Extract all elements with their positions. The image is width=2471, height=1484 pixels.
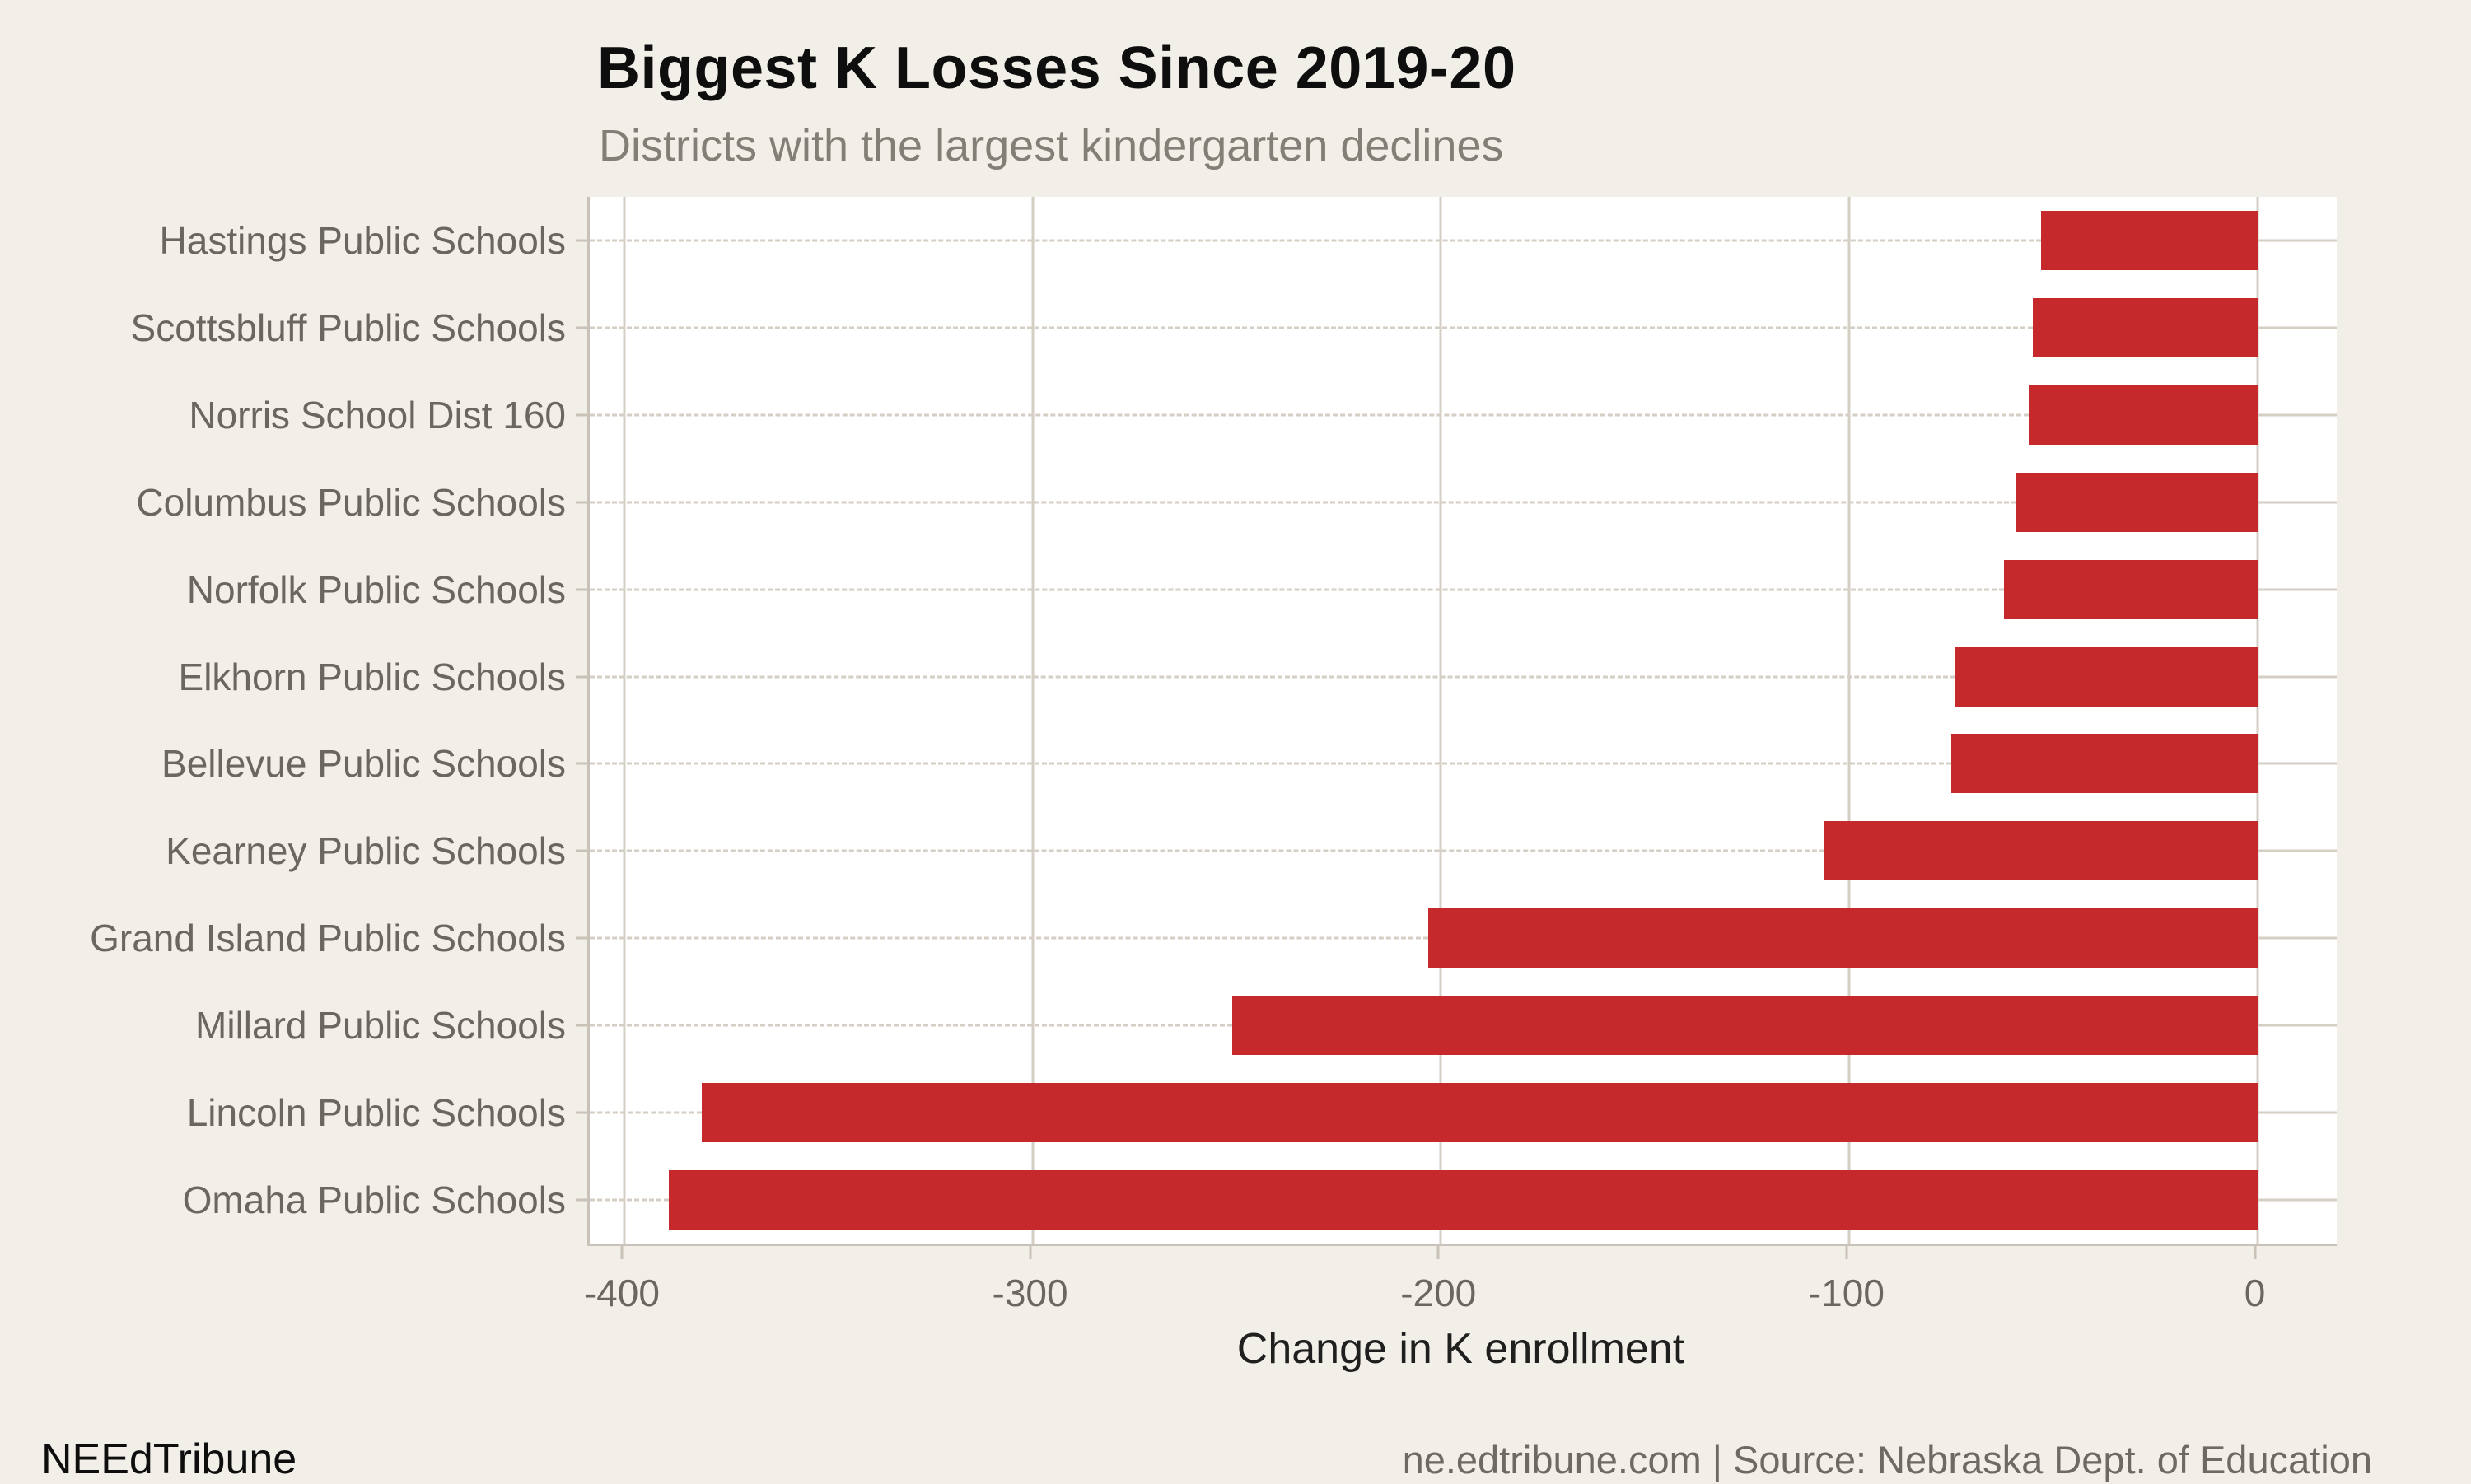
leader-dashed-line <box>590 239 2041 242</box>
y-tick <box>576 849 588 852</box>
y-axis-label: Scottsbluff Public Schools <box>130 306 566 349</box>
gridline-right-segment <box>2257 588 2337 591</box>
bar <box>1428 908 2258 968</box>
x-tick-label: -300 <box>992 1272 1068 1314</box>
gridline-right-segment <box>2257 413 2337 417</box>
bar <box>1232 996 2258 1056</box>
leader-dashed-line <box>590 588 2005 591</box>
y-axis-label: Lincoln Public Schools <box>186 1091 566 1135</box>
bar-row <box>590 1069 2337 1156</box>
x-tick <box>1029 1246 1032 1259</box>
x-tick <box>1845 1246 1848 1259</box>
y-tick <box>576 501 588 504</box>
bar-row <box>590 197 2337 284</box>
bar <box>1950 734 2258 794</box>
x-tick <box>1436 1246 1440 1259</box>
bar <box>2032 297 2258 357</box>
gridline-right-segment <box>2257 936 2337 940</box>
y-axis-label: Hastings Public Schools <box>159 218 566 262</box>
bar-row <box>590 546 2337 633</box>
y-axis-label: Elkhorn Public Schools <box>178 655 566 698</box>
chart-title: Biggest K Losses Since 2019-20 <box>597 35 1516 101</box>
gridline-right-segment <box>2257 1024 2337 1027</box>
bar-row <box>590 894 2337 982</box>
x-tick <box>620 1246 624 1259</box>
leader-dashed-line <box>590 675 1955 679</box>
footer-source: ne.edtribune.com | Source: Nebraska Dept… <box>1402 1438 2372 1482</box>
x-axis-title: Change in K enrollment <box>1236 1325 1685 1373</box>
y-axis-label: Millard Public Schools <box>195 1004 566 1048</box>
y-tick <box>576 326 588 329</box>
bar-row <box>590 807 2337 894</box>
y-axis-label: Kearney Public Schools <box>166 829 566 873</box>
y-axis-label: Norfolk Public Schools <box>186 567 566 611</box>
bar <box>2029 385 2258 445</box>
gridline-right-segment <box>2257 675 2337 679</box>
bar <box>702 1083 2258 1143</box>
bar-row <box>590 633 2337 721</box>
y-axis-labels: Hastings Public Schools Scottsbluff Publi… <box>0 197 566 1244</box>
leader-dashed-line <box>590 1024 1233 1027</box>
gridline-right-segment <box>2257 1111 2337 1114</box>
bar-row <box>590 284 2337 371</box>
y-tick <box>576 675 588 679</box>
gridline-right-segment <box>2257 501 2337 504</box>
y-axis-label: Grand Island Public Schools <box>90 917 566 960</box>
gridline-vertical <box>1031 197 1035 1244</box>
x-tick-label: -200 <box>1400 1272 1477 1314</box>
x-tick-label: -400 <box>583 1272 660 1314</box>
gridline-vertical <box>623 197 626 1244</box>
y-tick <box>576 588 588 591</box>
bar <box>2004 559 2258 619</box>
y-tick <box>576 936 588 940</box>
gridline-vertical <box>1847 197 1851 1244</box>
bar <box>1824 821 2258 881</box>
leader-dashed-line <box>590 762 1951 765</box>
y-tick <box>576 1111 588 1114</box>
bar <box>1955 646 2258 707</box>
gridline-right-segment <box>2257 762 2337 765</box>
leader-dashed-line <box>590 849 1825 852</box>
leader-dashed-line <box>590 501 2017 504</box>
chart-subtitle: Districts with the largest kindergarten … <box>599 121 1504 170</box>
plot-panel <box>587 197 2337 1246</box>
bar-row <box>590 459 2337 546</box>
bar-row <box>590 982 2337 1069</box>
gridline-right-segment <box>2257 239 2337 242</box>
bar <box>2040 210 2258 270</box>
y-tick <box>576 413 588 417</box>
leader-dashed-line <box>590 413 2029 417</box>
gridline-vertical <box>2256 197 2259 1244</box>
y-axis-label: Columbus Public Schools <box>136 480 566 524</box>
footer-brand: NEEdTribune <box>41 1435 297 1483</box>
y-tick <box>576 239 588 242</box>
gridline-right-segment <box>2257 326 2337 329</box>
leader-dashed-line <box>590 326 2033 329</box>
bar-row <box>590 721 2337 808</box>
x-tick-label: 0 <box>2244 1272 2266 1314</box>
leader-dashed-line <box>590 1198 670 1202</box>
x-tick <box>2254 1246 2257 1259</box>
y-tick <box>576 762 588 765</box>
bar <box>2016 472 2258 532</box>
gridline-vertical <box>1439 197 1442 1244</box>
y-axis-label: Norris School Dist 160 <box>189 393 566 436</box>
bar-row <box>590 371 2337 459</box>
y-axis-label: Omaha Public Schools <box>182 1178 566 1222</box>
gridline-right-segment <box>2257 1198 2337 1202</box>
x-tick-label: -100 <box>1808 1272 1885 1314</box>
y-axis-label: Bellevue Public Schools <box>161 742 566 786</box>
bar <box>669 1170 2258 1230</box>
leader-dashed-line <box>590 936 1429 940</box>
y-tick <box>576 1024 588 1027</box>
bar-row <box>590 1156 2337 1244</box>
leader-dashed-line <box>590 1111 703 1114</box>
bar-rows <box>590 197 2337 1244</box>
y-tick <box>576 1198 588 1202</box>
gridline-right-segment <box>2257 849 2337 852</box>
